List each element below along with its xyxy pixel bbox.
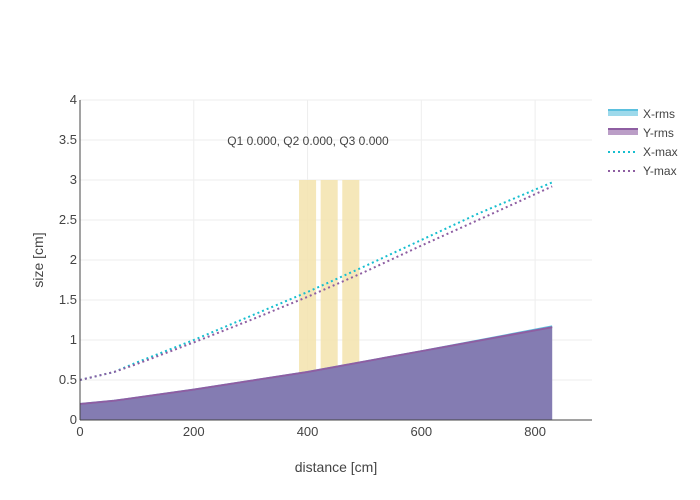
rms-areas: [79, 325, 553, 420]
y-tick-label: 1: [70, 332, 77, 347]
legend-item-x-max[interactable]: X-max: [608, 145, 678, 159]
tick-labels: 0 0.5 1 1.5 2 2.5 3 3.5 4 0 200 400 600 800: [59, 92, 546, 439]
y-tick-label: 2: [70, 252, 77, 267]
quadrupole-regions: [299, 180, 360, 420]
legend: X-rms Y-rms X-max Y-max: [608, 107, 678, 178]
y-tick-label: 1.5: [59, 292, 77, 307]
quad-region-1: [299, 180, 317, 420]
y-tick-label: 4: [70, 92, 77, 107]
legend-swatch: [608, 110, 638, 116]
legend-item-y-max[interactable]: Y-max: [608, 164, 677, 178]
y-tick-label: 0: [70, 412, 77, 427]
y-tick-label: 3: [70, 172, 77, 187]
x-tick-label: 800: [524, 424, 546, 439]
legend-swatch: [608, 129, 638, 135]
x-tick-label: 0: [76, 424, 83, 439]
x-tick-label: 600: [410, 424, 432, 439]
quad-region-2: [320, 180, 338, 420]
axes: [79, 100, 592, 421]
quad-region-3: [342, 180, 360, 420]
line-y-max: [79, 185, 553, 381]
area-y-rms: [80, 327, 553, 420]
line-x-max: [79, 181, 553, 381]
legend-item-x-rms[interactable]: X-rms: [608, 107, 675, 121]
x-tick-label: 200: [183, 424, 205, 439]
max-lines: [79, 181, 553, 381]
y-tick-label: 2.5: [59, 212, 77, 227]
y-tick-label: 0.5: [59, 372, 77, 387]
area-line-y-rms: [79, 326, 553, 405]
legend-label: Y-rms: [643, 126, 674, 140]
annotation-label: Q1 0.000, Q2 0.000, Q3 0.000: [227, 134, 389, 148]
y-tick-label: 3.5: [59, 132, 77, 147]
x-tick-label: 400: [297, 424, 319, 439]
y-axis-title: size [cm]: [30, 232, 46, 287]
legend-label: X-rms: [643, 107, 675, 121]
legend-label: X-max: [643, 145, 678, 159]
legend-item-y-rms[interactable]: Y-rms: [608, 126, 674, 140]
x-axis-title: distance [cm]: [295, 459, 377, 475]
legend-label: Y-max: [643, 164, 677, 178]
